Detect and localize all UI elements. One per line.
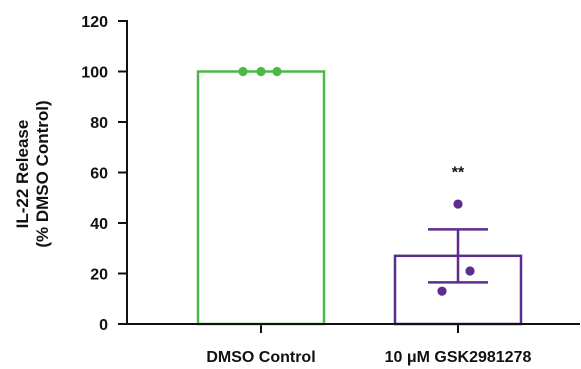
bar: [196, 70, 326, 326]
y-tick-label: 120: [81, 14, 108, 31]
y-tick-label: 40: [90, 216, 108, 233]
data-points: [238, 66, 475, 296]
data-point: [453, 199, 463, 209]
y-tick-label: 80: [90, 115, 108, 132]
y-axis-ticks: 0 20 40 60 80 100 120: [81, 14, 127, 334]
y-axis-label-line-2: (% DMSO Control): [33, 100, 52, 247]
data-point: [256, 66, 266, 77]
x-tick-label: 10 μM GSK2981278: [385, 349, 532, 366]
y-axis-label: IL-22 Release (% DMSO Control): [13, 100, 52, 247]
x-axis-ticks: DMSO Control 10 μM GSK2981278: [206, 324, 531, 366]
y-tick-label: 20: [90, 267, 108, 284]
data-point: [437, 286, 447, 296]
significance-annotations: **: [452, 164, 465, 181]
data-point: [465, 266, 475, 276]
y-tick-label: 100: [81, 65, 108, 82]
x-tick-label: DMSO Control: [206, 349, 315, 366]
data-point: [238, 66, 248, 77]
y-tick-label: 60: [90, 166, 108, 183]
y-axis-label-line-1: IL-22 Release: [13, 120, 32, 229]
significance-marker: **: [452, 164, 465, 181]
bars: [196, 70, 523, 326]
y-tick-label: 0: [99, 317, 108, 334]
data-point: [272, 66, 282, 77]
error-bars: [428, 228, 488, 284]
